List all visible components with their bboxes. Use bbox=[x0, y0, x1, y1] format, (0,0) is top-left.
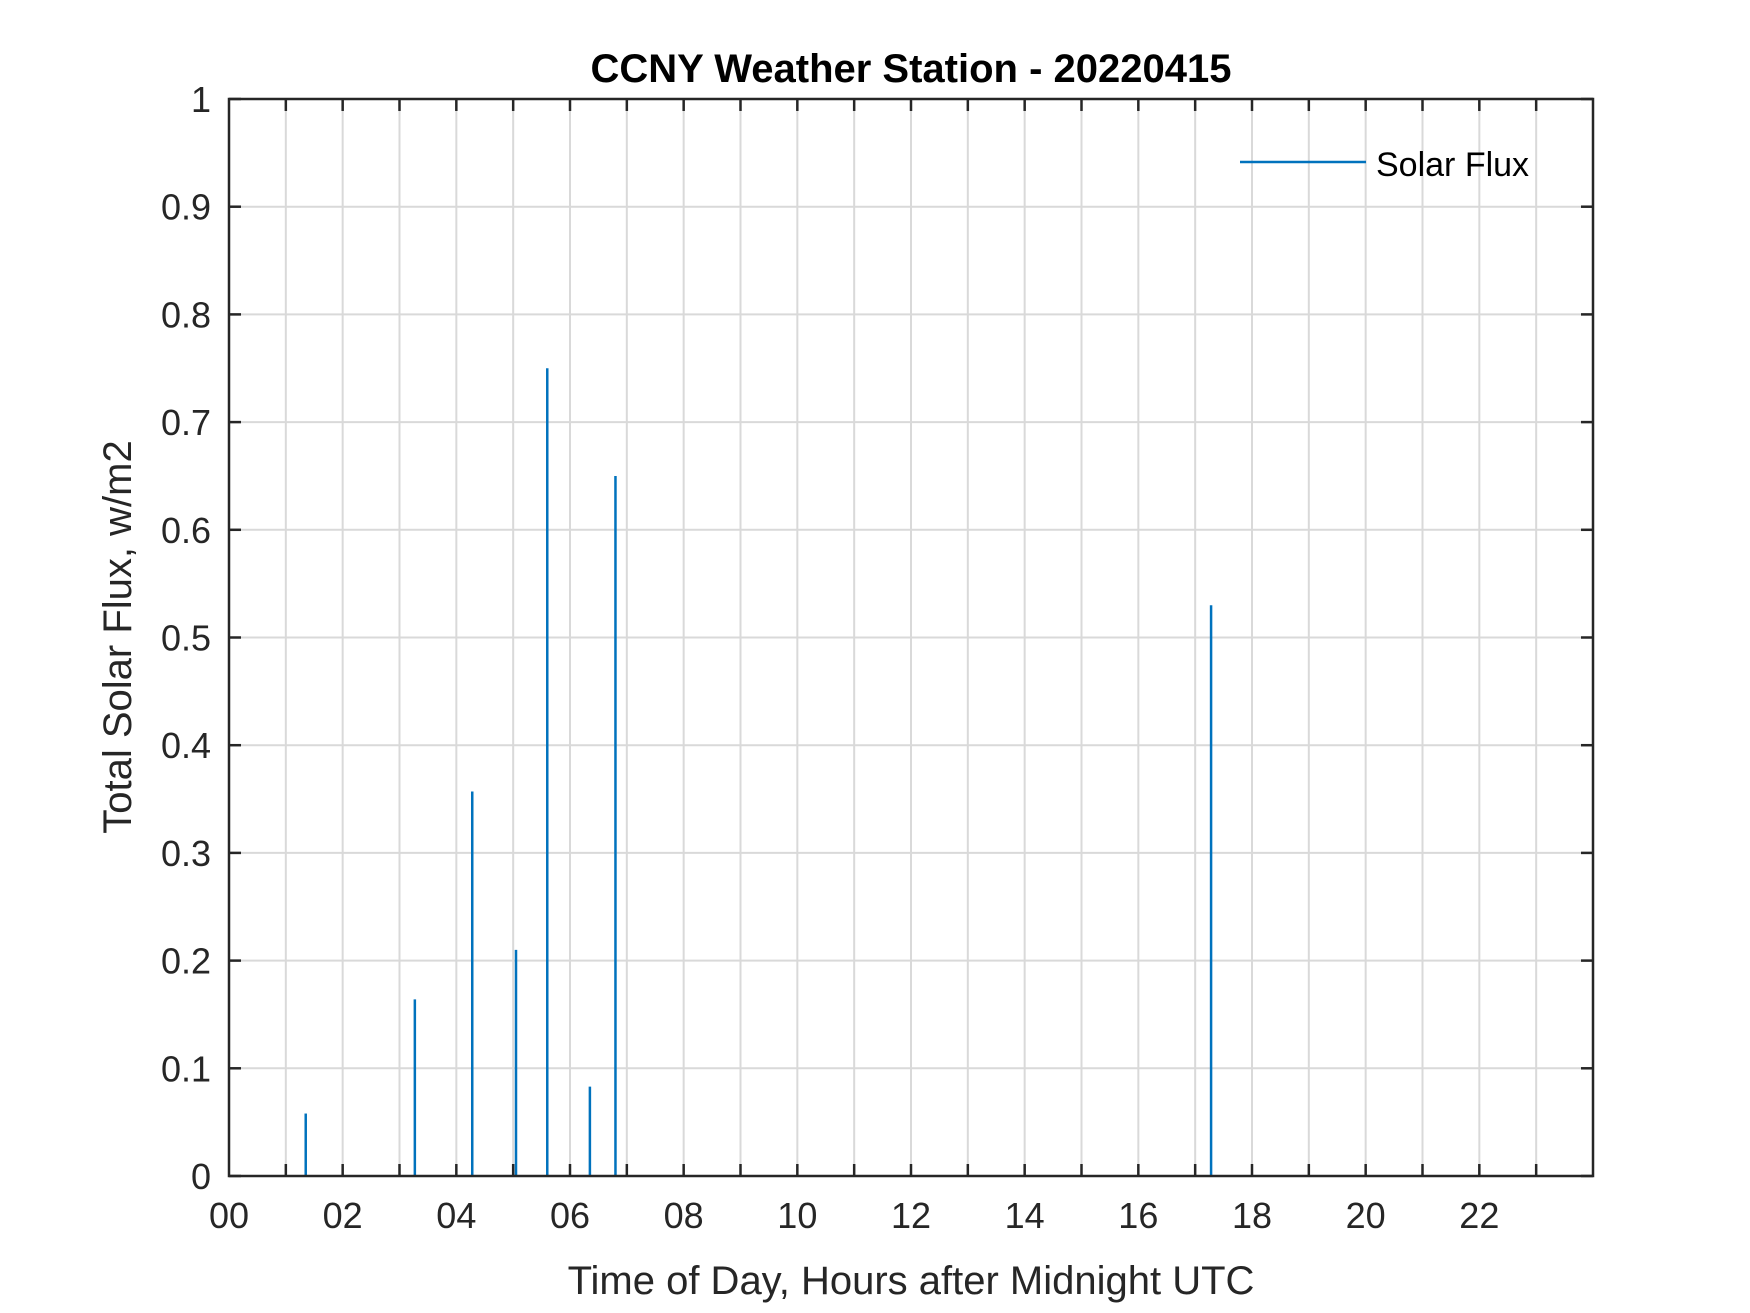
y-tick-label: 0.2 bbox=[161, 941, 211, 982]
y-tick-label: 1 bbox=[191, 79, 211, 120]
y-tick-label: 0.6 bbox=[161, 510, 211, 551]
y-tick-label: 0.9 bbox=[161, 187, 211, 228]
y-tick-label: 0.1 bbox=[161, 1048, 211, 1089]
y-tick-labels: 0 0.1 0.2 0.3 0.4 0.5 0.6 0.7 0.8 0.9 1 bbox=[161, 79, 211, 1197]
legend: Solar Flux bbox=[1240, 146, 1529, 184]
x-tick-label: 02 bbox=[323, 1195, 363, 1236]
x-tick-label: 06 bbox=[550, 1195, 590, 1236]
plot-frame bbox=[227, 97, 1595, 1178]
y-tick-label: 0.5 bbox=[161, 618, 211, 659]
legend-label-solar-flux: Solar Flux bbox=[1376, 146, 1529, 184]
y-tick-label: 0.4 bbox=[161, 725, 211, 766]
x-tick-label: 08 bbox=[664, 1195, 704, 1236]
x-tick-label: 16 bbox=[1118, 1195, 1158, 1236]
x-tick-label: 14 bbox=[1005, 1195, 1045, 1236]
x-tick-labels: 00 02 04 06 08 10 12 14 16 18 20 22 bbox=[209, 1195, 1499, 1236]
grid-lines bbox=[229, 99, 1593, 1176]
x-tick-label: 22 bbox=[1459, 1195, 1499, 1236]
y-axis-label: Total Solar Flux, w/m2 bbox=[96, 440, 140, 833]
bars bbox=[304, 368, 1213, 1176]
x-tick-label: 18 bbox=[1232, 1195, 1272, 1236]
x-tick-label: 00 bbox=[209, 1195, 249, 1236]
y-tick-label: 0.3 bbox=[161, 833, 211, 874]
y-tick-label: 0.7 bbox=[161, 402, 211, 443]
x-tick-label: 12 bbox=[891, 1195, 931, 1236]
x-tick-label: 10 bbox=[777, 1195, 817, 1236]
chart-title: CCNY Weather Station - 20220415 bbox=[591, 47, 1232, 91]
x-tick-label: 04 bbox=[436, 1195, 476, 1236]
y-tick-label: 0 bbox=[191, 1156, 211, 1197]
axis-ticks bbox=[229, 97, 1593, 1178]
x-tick-label: 20 bbox=[1346, 1195, 1386, 1236]
y-tick-label: 0.8 bbox=[161, 294, 211, 335]
x-axis-label: Time of Day, Hours after Midnight UTC bbox=[568, 1259, 1255, 1303]
